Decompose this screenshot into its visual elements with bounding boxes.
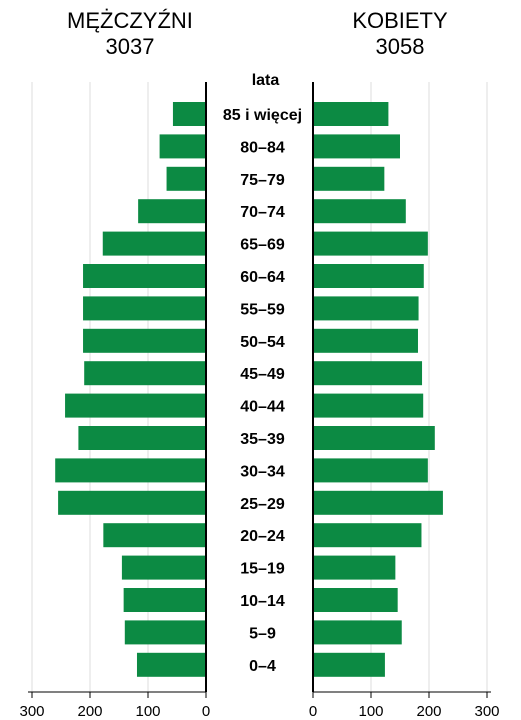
male-x-tick-label: 0 [202, 703, 210, 720]
female-bar [313, 328, 418, 353]
age-group-label: 80–84 [240, 139, 285, 156]
male-bar [102, 231, 206, 256]
age-group-label: 70–74 [240, 204, 285, 221]
female-bar [313, 134, 400, 159]
female-bar [313, 490, 443, 515]
age-group-label: 45–49 [240, 366, 285, 383]
female-bar [313, 523, 422, 548]
male-bar [124, 620, 206, 645]
male-bar [123, 588, 206, 612]
female-bar [313, 555, 396, 580]
male-bar [138, 199, 206, 224]
male-bar [83, 264, 206, 288]
male-x-tick-label: 300 [19, 703, 44, 720]
age-group-label: 5–9 [249, 625, 276, 642]
male-x-tick-label: 100 [135, 703, 160, 720]
female-bar [313, 231, 428, 256]
female-bar [313, 393, 424, 418]
age-axis-title: lata [252, 72, 280, 89]
female-bar [313, 426, 435, 450]
female-header: KOBIETY 3058 [300, 8, 500, 60]
male-bar [83, 328, 206, 353]
age-group-label: 85 i więcej [223, 107, 302, 124]
female-bar [313, 620, 402, 645]
male-bar [84, 361, 206, 386]
male-bar [58, 490, 206, 515]
male-bar [55, 458, 207, 483]
female-x-tick-label: 100 [358, 703, 383, 720]
female-bar [313, 102, 389, 126]
female-bar [313, 588, 398, 612]
female-bar [313, 652, 385, 677]
female-x-tick-label: 0 [309, 703, 317, 720]
male-bar [121, 555, 206, 580]
age-group-label: 15–19 [240, 561, 285, 578]
age-group-label: 55–59 [240, 301, 285, 318]
female-bar [313, 296, 419, 321]
female-bar [313, 458, 428, 483]
male-bar [172, 102, 206, 126]
male-bar [166, 166, 206, 191]
female-x-tick-label: 200 [416, 703, 441, 720]
age-group-label: 30–34 [240, 463, 285, 480]
age-group-label: 75–79 [240, 172, 285, 189]
age-group-label: 35–39 [240, 431, 285, 448]
male-bar [65, 393, 206, 418]
male-x-tick-label: 200 [77, 703, 102, 720]
female-bar [313, 264, 424, 288]
male-header: MĘŻCZYŹNI 3037 [30, 8, 230, 60]
female-x-tick-label: 300 [474, 703, 499, 720]
male-bar [136, 652, 206, 677]
age-group-label: 25–29 [240, 496, 285, 513]
age-group-label: 60–64 [240, 269, 285, 286]
female-bar [313, 361, 423, 386]
male-header-total: 3037 [105, 34, 155, 59]
male-bar [159, 134, 206, 159]
age-group-label: 65–69 [240, 237, 285, 254]
female-bar [313, 166, 385, 191]
age-group-label: 20–24 [240, 528, 285, 545]
male-bar [103, 523, 206, 548]
age-group-label: 50–54 [240, 334, 285, 351]
age-group-label: 10–14 [240, 593, 285, 610]
female-header-title: KOBIETY [352, 8, 448, 33]
age-group-label: 40–44 [240, 399, 285, 416]
male-header-title: MĘŻCZYŹNI [67, 8, 193, 33]
male-bar [78, 426, 206, 450]
female-bar [313, 199, 406, 224]
female-header-total: 3058 [375, 34, 425, 59]
male-bar [83, 296, 206, 321]
age-group-label: 0–4 [249, 658, 276, 675]
